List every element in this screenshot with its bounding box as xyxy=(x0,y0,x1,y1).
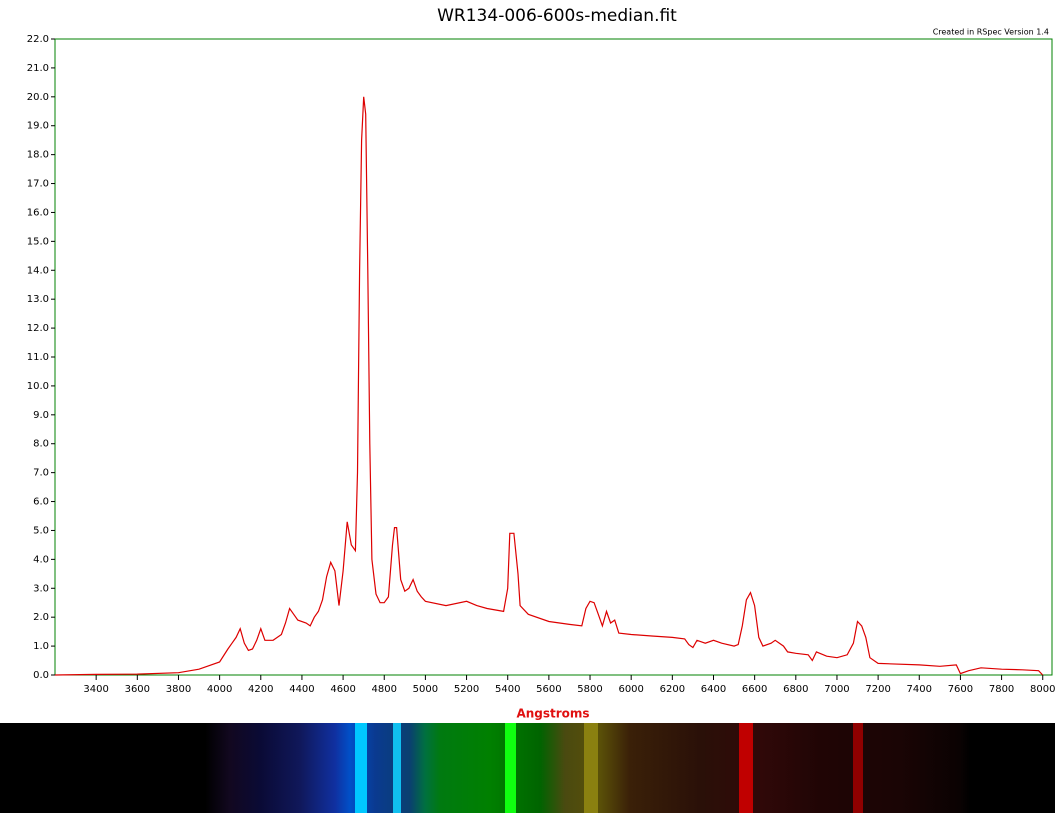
x-tick-label: 5000 xyxy=(413,684,438,695)
y-tick-label: 18.0 xyxy=(27,150,49,161)
spectrum-strip xyxy=(0,723,1055,813)
x-tick-label: 6400 xyxy=(701,684,726,695)
x-tick-label: 4400 xyxy=(289,684,314,695)
y-tick-label: 7.0 xyxy=(33,468,49,479)
spectrum-line xyxy=(739,723,753,813)
y-tick-label: 8.0 xyxy=(33,439,49,450)
y-tick-label: 1.0 xyxy=(33,641,49,652)
y-tick-label: 0.0 xyxy=(33,670,49,681)
x-tick-label: 4000 xyxy=(207,684,232,695)
x-tick-label: 5600 xyxy=(536,684,561,695)
y-tick-label: 16.0 xyxy=(27,207,49,218)
spectrum-line xyxy=(853,723,863,813)
y-tick-label: 19.0 xyxy=(27,121,49,132)
y-tick-label: 3.0 xyxy=(33,583,49,594)
x-tick-label: 6000 xyxy=(618,684,643,695)
x-tick-label: 6200 xyxy=(660,684,685,695)
y-tick-label: 11.0 xyxy=(27,352,49,363)
y-tick-label: 15.0 xyxy=(27,236,49,247)
x-tick-label: 8000 xyxy=(1030,684,1055,695)
x-tick-label: 3400 xyxy=(83,684,108,695)
x-tick-label: 7400 xyxy=(907,684,932,695)
x-tick-label: 7800 xyxy=(989,684,1014,695)
y-tick-label: 5.0 xyxy=(33,525,49,536)
spectrum-line xyxy=(584,723,598,813)
x-tick-label: 3600 xyxy=(125,684,150,695)
x-tick-label: 5400 xyxy=(495,684,520,695)
y-tick-label: 10.0 xyxy=(27,381,49,392)
x-tick-label: 7600 xyxy=(948,684,973,695)
x-tick-label: 5800 xyxy=(577,684,602,695)
x-tick-label: 7200 xyxy=(865,684,890,695)
x-tick-label: 3800 xyxy=(166,684,191,695)
x-tick-label: 5200 xyxy=(454,684,479,695)
x-tick-label: 6600 xyxy=(742,684,767,695)
chart-title: WR134-006-600s-median.fit xyxy=(437,6,677,26)
x-axis-label: Angstroms xyxy=(516,707,589,721)
y-tick-label: 6.0 xyxy=(33,497,49,508)
y-tick-label: 13.0 xyxy=(27,294,49,305)
spectrum-line xyxy=(393,723,401,813)
x-tick-label: 4200 xyxy=(248,684,273,695)
y-tick-label: 20.0 xyxy=(27,92,49,103)
y-tick-label: 22.0 xyxy=(27,34,49,45)
y-tick-label: 2.0 xyxy=(33,612,49,623)
spectrum-line xyxy=(505,723,516,813)
x-tick-label: 4600 xyxy=(330,684,355,695)
subtitle: Created in RSpec Version 1.4 xyxy=(933,28,1049,37)
y-tick-label: 4.0 xyxy=(33,554,49,565)
y-tick-label: 21.0 xyxy=(27,63,49,74)
y-tick-label: 17.0 xyxy=(27,179,49,190)
chart: WR134-006-600s-median.fit Created in RSp… xyxy=(27,6,1055,721)
y-tick-label: 9.0 xyxy=(33,410,49,421)
spectrum-line xyxy=(355,723,367,813)
y-tick-label: 14.0 xyxy=(27,265,49,276)
x-tick-label: 7000 xyxy=(824,684,849,695)
spectrum-line xyxy=(54,96,1044,676)
y-tick-label: 12.0 xyxy=(27,323,49,334)
x-tick-label: 6800 xyxy=(783,684,808,695)
plot-frame xyxy=(54,38,1053,676)
x-tick-label: 4800 xyxy=(372,684,397,695)
